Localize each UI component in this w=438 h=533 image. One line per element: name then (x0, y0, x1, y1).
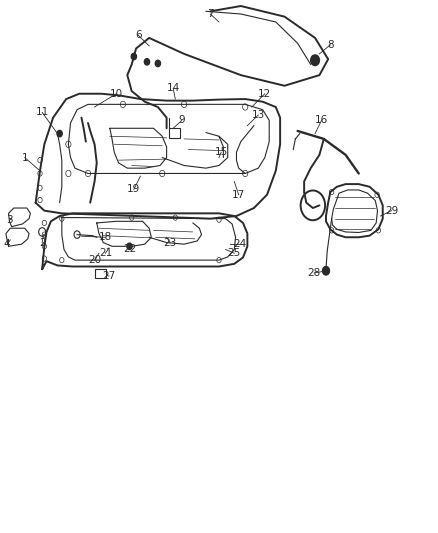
Text: 20: 20 (88, 255, 101, 265)
Text: 14: 14 (166, 83, 180, 93)
Text: 12: 12 (258, 88, 272, 99)
Text: 13: 13 (252, 110, 265, 120)
Text: 21: 21 (99, 248, 112, 258)
Text: 2: 2 (39, 238, 46, 247)
Circle shape (131, 53, 137, 60)
Text: 8: 8 (327, 40, 334, 50)
Text: 9: 9 (179, 115, 185, 125)
Text: 19: 19 (127, 184, 141, 195)
Text: 15: 15 (215, 147, 228, 157)
Text: 6: 6 (135, 30, 141, 41)
Bar (169, 128, 180, 138)
Circle shape (145, 59, 150, 65)
Text: 10: 10 (110, 88, 123, 99)
Text: 18: 18 (99, 232, 112, 243)
Circle shape (127, 243, 132, 249)
Circle shape (322, 266, 329, 275)
Text: 24: 24 (233, 239, 247, 249)
Text: 16: 16 (315, 115, 328, 125)
Text: 3: 3 (6, 215, 13, 225)
Text: 28: 28 (307, 268, 321, 278)
Circle shape (311, 55, 319, 66)
Text: 7: 7 (207, 9, 214, 19)
Text: 29: 29 (385, 206, 398, 216)
Text: 27: 27 (102, 271, 116, 281)
Circle shape (155, 60, 160, 67)
Text: 17: 17 (232, 190, 245, 200)
Bar (95, 269, 106, 278)
Text: 23: 23 (163, 238, 177, 247)
Text: 22: 22 (123, 245, 136, 254)
Text: 11: 11 (35, 107, 49, 117)
Text: 25: 25 (228, 248, 241, 258)
Text: 1: 1 (21, 152, 28, 163)
Text: 4: 4 (4, 239, 11, 249)
Circle shape (57, 131, 62, 137)
